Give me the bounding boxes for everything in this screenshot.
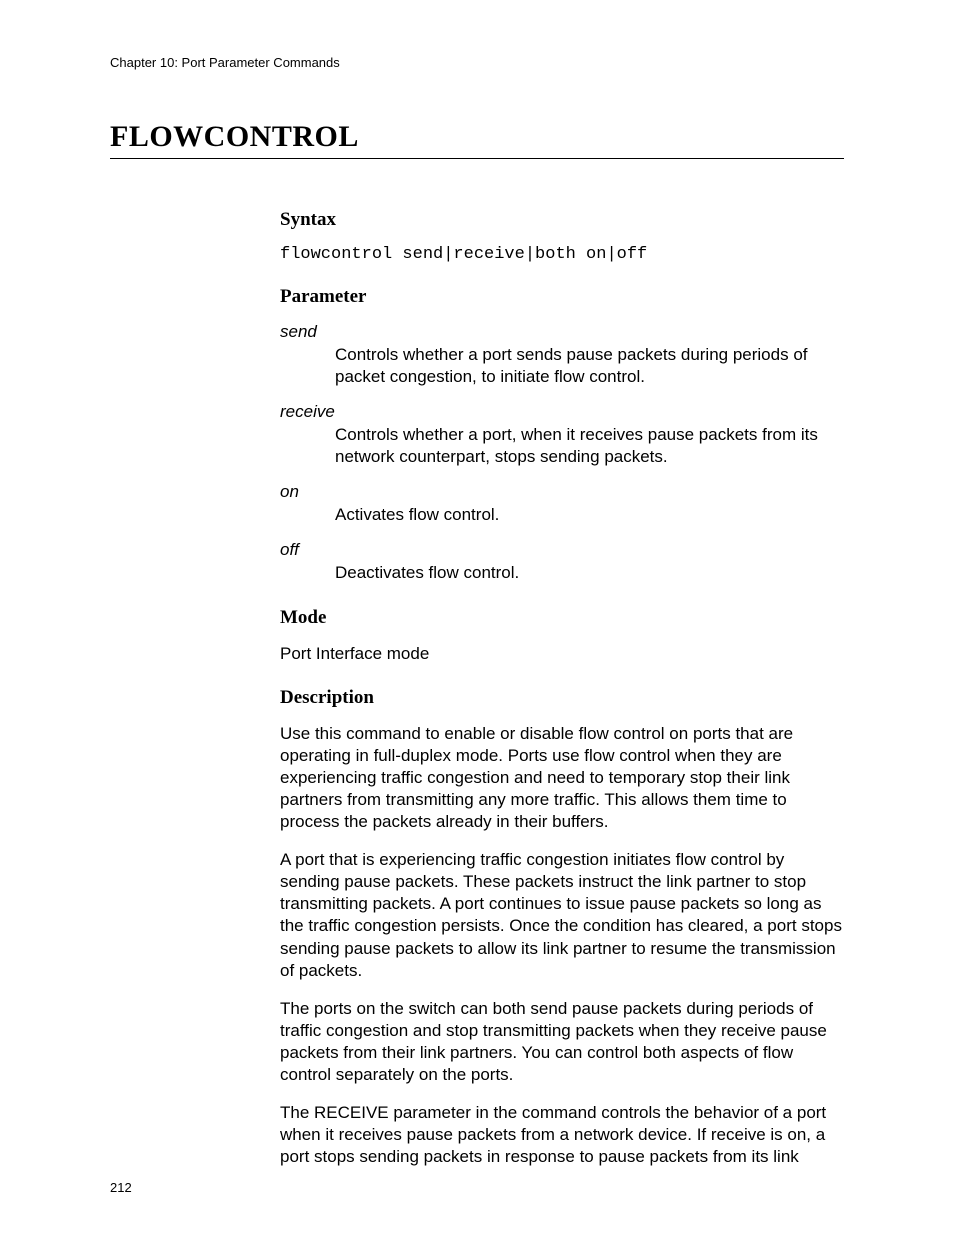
chapter-header: Chapter 10: Port Parameter Commands: [110, 55, 844, 70]
description-paragraph: Use this command to enable or disable fl…: [280, 723, 844, 833]
param-receive: receive Controls whether a port, when it…: [280, 402, 844, 468]
syntax-heading: Syntax: [280, 209, 844, 231]
page: Chapter 10: Port Parameter Commands FLOW…: [0, 0, 954, 1235]
param-name: send: [280, 322, 844, 342]
param-desc: Controls whether a port, when it receive…: [335, 424, 844, 468]
param-desc: Deactivates flow control.: [335, 562, 844, 584]
command-title: FLOWCONTROL: [110, 120, 844, 159]
description-paragraph: A port that is experiencing traffic cong…: [280, 849, 844, 982]
param-name: receive: [280, 402, 844, 422]
description-paragraph: The ports on the switch can both send pa…: [280, 998, 844, 1086]
param-desc: Activates flow control.: [335, 504, 844, 526]
mode-heading: Mode: [280, 607, 844, 629]
param-name: on: [280, 482, 844, 502]
param-off: off Deactivates flow control.: [280, 540, 844, 584]
param-desc: Controls whether a port sends pause pack…: [335, 344, 844, 388]
description-paragraph: The RECEIVE parameter in the command con…: [280, 1102, 844, 1168]
mode-text: Port Interface mode: [280, 643, 844, 665]
param-send: send Controls whether a port sends pause…: [280, 322, 844, 388]
param-on: on Activates flow control.: [280, 482, 844, 526]
description-heading: Description: [280, 687, 844, 709]
parameter-heading: Parameter: [280, 286, 844, 308]
param-name: off: [280, 540, 844, 560]
syntax-code: flowcontrol send|receive|both on|off: [280, 245, 844, 264]
page-number: 212: [110, 1180, 132, 1195]
content-body: Syntax flowcontrol send|receive|both on|…: [280, 209, 844, 1168]
